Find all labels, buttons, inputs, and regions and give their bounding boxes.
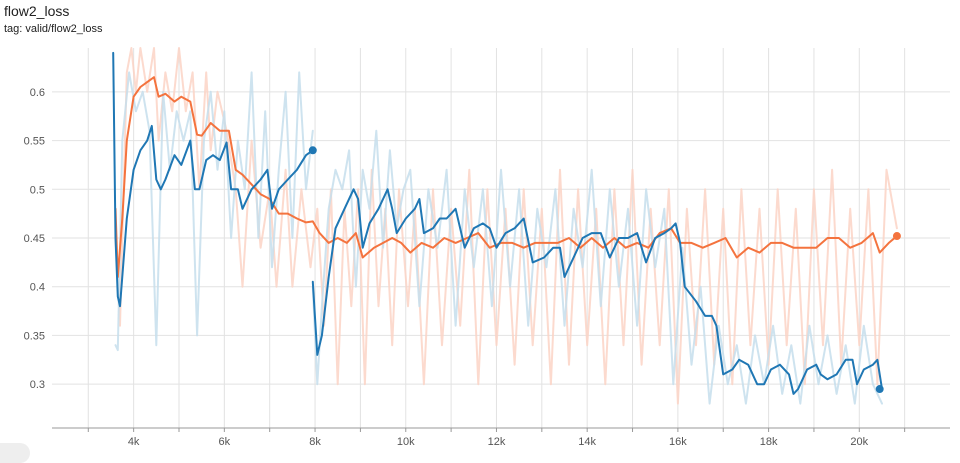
- axes: 4k 6k 8k 10k 12k 14k 16k 18k 20k 0.3 0.35 0.4 0.45 0.…: [24, 87, 950, 448]
- y-tick-label: 0.4: [30, 282, 45, 294]
- y-tick-label: 0.45: [24, 233, 45, 245]
- endpoint-markers: [308, 146, 901, 394]
- x-tick-label: 16k: [669, 436, 687, 448]
- raw-series-line: [311, 129, 883, 405]
- chart-card-header: flow2_loss tag: valid/flow2_loss: [4, 3, 102, 37]
- y-tick-label: 0.35: [24, 330, 45, 342]
- chart-tag: tag: valid/flow2_loss: [4, 23, 103, 35]
- x-tick-label: 6k: [219, 436, 231, 448]
- raw-series-line: [114, 71, 314, 352]
- smoothed-series-line: [114, 76, 898, 278]
- y-tick-label: 0.3: [30, 379, 45, 391]
- x-tick-label: 14k: [578, 436, 596, 448]
- x-tick-label: 12k: [488, 436, 506, 448]
- x-tick-label: 18k: [760, 436, 778, 448]
- y-tick-label: 0.6: [30, 87, 45, 99]
- x-tick-label: 10k: [397, 436, 415, 448]
- chart-title: flow2_loss: [4, 3, 70, 19]
- endpoint-marker: [875, 385, 884, 394]
- corner-handle: [0, 443, 30, 463]
- endpoint-marker: [308, 146, 317, 155]
- smoothed-series-line: [112, 51, 314, 308]
- y-tick-label: 0.5: [30, 184, 45, 196]
- endpoint-marker: [892, 232, 901, 241]
- smoothed-series-line: [311, 188, 883, 395]
- x-tick-label: 20k: [850, 436, 868, 448]
- raw-series-line: [114, 47, 898, 405]
- y-tick-label: 0.55: [24, 136, 45, 148]
- smoothed-series-layer: [112, 51, 898, 395]
- x-tick-label: 4k: [128, 436, 140, 448]
- x-tick-label: 8k: [309, 436, 321, 448]
- raw-series-layer: [114, 47, 898, 405]
